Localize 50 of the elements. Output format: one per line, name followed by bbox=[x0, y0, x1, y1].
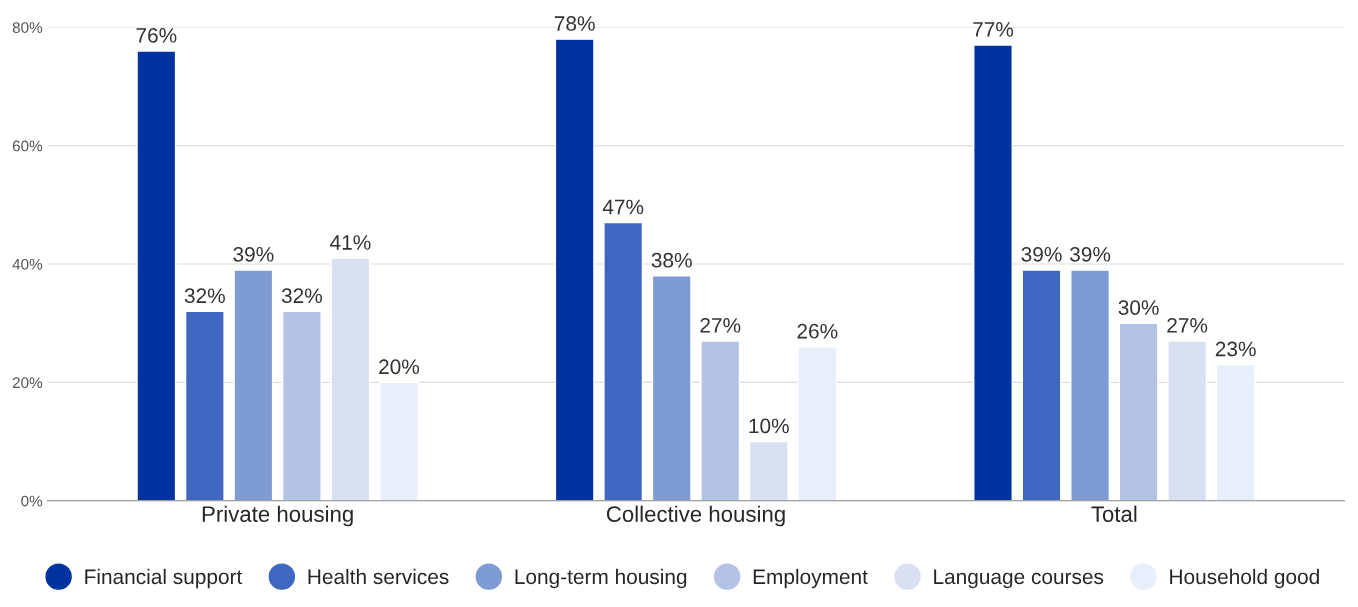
x-tick-label: Private housing bbox=[202, 505, 353, 527]
legend-label: Health services bbox=[308, 568, 449, 585]
bar bbox=[554, 38, 595, 501]
data-label: 47% bbox=[602, 199, 644, 215]
bar bbox=[136, 50, 177, 501]
bar bbox=[797, 346, 838, 501]
data-label: 39% bbox=[1021, 246, 1062, 262]
bar bbox=[281, 310, 322, 501]
data-label: 30% bbox=[1118, 300, 1159, 315]
data-label: 41% bbox=[330, 235, 371, 250]
legend-label: Household good bbox=[1170, 568, 1319, 589]
bar bbox=[1118, 322, 1159, 501]
legend-label: Language courses bbox=[934, 569, 1104, 589]
data-label: 39% bbox=[233, 246, 274, 262]
bar bbox=[184, 310, 225, 501]
bar bbox=[973, 44, 1013, 501]
y-tick-label: 0% bbox=[21, 495, 43, 507]
y-tick-label: 40% bbox=[12, 258, 43, 270]
bar bbox=[379, 381, 419, 501]
bar bbox=[330, 257, 371, 501]
legend-label: Long-term housing bbox=[515, 568, 687, 589]
data-label: 27% bbox=[700, 317, 741, 333]
bar bbox=[1215, 363, 1256, 501]
data-label: 78% bbox=[554, 16, 595, 31]
data-label: 23% bbox=[1215, 341, 1256, 357]
data-label: 39% bbox=[1070, 246, 1111, 262]
x-tick-label: Collective housing bbox=[606, 505, 785, 527]
bar bbox=[1070, 269, 1111, 501]
bar bbox=[603, 221, 644, 501]
bar bbox=[651, 275, 692, 501]
bar bbox=[1021, 269, 1062, 501]
data-label: 77% bbox=[973, 22, 1014, 37]
data-label: 10% bbox=[749, 418, 789, 434]
data-label: 32% bbox=[281, 288, 322, 304]
y-tick-label: 80% bbox=[12, 22, 43, 33]
data-label: 20% bbox=[379, 359, 420, 375]
data-label: 38% bbox=[651, 252, 692, 268]
y-tick-label: 20% bbox=[12, 377, 43, 389]
data-label: 26% bbox=[797, 323, 838, 339]
legend-label: Employment bbox=[753, 568, 868, 589]
data-label: 27% bbox=[1167, 317, 1208, 333]
x-tick-label: Total bbox=[1091, 505, 1137, 522]
bar bbox=[233, 269, 274, 501]
data-label: 76% bbox=[136, 27, 177, 43]
data-label: 32% bbox=[184, 288, 225, 304]
legend-label: Financial support bbox=[85, 568, 243, 589]
bar bbox=[700, 340, 741, 501]
y-tick-label: 60% bbox=[12, 140, 43, 152]
bar bbox=[748, 440, 789, 501]
bar bbox=[1167, 340, 1208, 501]
